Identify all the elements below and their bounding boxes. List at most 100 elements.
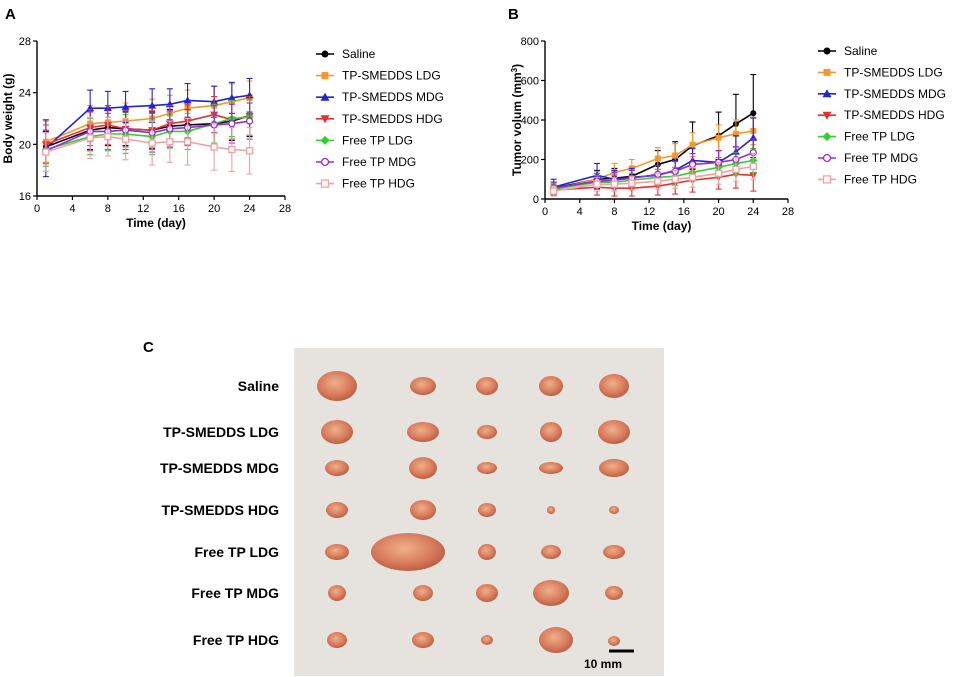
legend-marker [822,153,832,163]
body-weight-chart: 0 4 8 12 16 20 24 28 16 20 24 28 Time (day) Body weig… [1,36,444,230]
data-point [121,102,130,110]
data-point [654,177,662,185]
x-tick-label: 20 [208,203,220,215]
data-point [104,132,112,141]
tumor [478,503,496,517]
data-point [227,93,236,101]
data-point [86,134,94,142]
tumor [326,502,348,518]
data-point [714,169,723,177]
tumor [477,462,497,474]
tumor [410,500,436,520]
tumor [533,580,569,606]
x-tick-label: 4 [577,206,583,218]
series-line [553,151,754,189]
series-line [553,137,754,188]
legend-label: Free TP MDG [844,151,918,165]
tumor [598,420,630,444]
panel-label-a: A [5,6,16,23]
series-line [553,130,754,190]
data-point [42,148,50,156]
tumor [409,457,437,479]
tumor [481,635,493,645]
legend-item: TP-SMEDDS LDG [818,65,943,79]
tumor [476,377,498,395]
x-tick-label: 12 [137,203,149,215]
tumor [477,425,497,439]
data-point [671,175,679,183]
legend-marker [822,175,832,184]
y-tick-label: 600 [521,76,539,88]
y-tick-label: 200 [521,155,539,167]
x-tick-label: 16 [173,203,185,215]
legend-marker [822,132,832,142]
x-tick-label: 24 [243,203,255,215]
legend-label: Free TP LDG [342,133,413,147]
legend-marker [320,92,330,101]
y-tick-label: 800 [521,36,539,48]
data-point [148,139,156,147]
row-label: TP-SMEDDS LDG [163,424,279,440]
tumor [327,632,347,648]
legend-item: TP-SMEDDS MDG [316,90,444,104]
legend-label: TP-SMEDDS LDG [844,65,943,79]
tumor [325,460,349,476]
legend-item: Free TP MDG [818,151,918,165]
x-tick-label: 16 [678,206,690,218]
legend-label: Free TP HDG [844,172,917,186]
y-tick-label: 24 [19,88,31,100]
data-point [228,120,236,128]
legend-item: TP-SMEDDS HDG [316,112,443,126]
legend: Saline TP-SMEDDS LDG TP-SMEDDS MDG TP-SMEDD… [818,44,946,186]
y-tick-label: 0 [533,194,539,206]
tumor [547,506,555,514]
tumor [539,376,563,396]
data-point [183,138,192,146]
data-point [183,96,192,104]
series-tp-smedds-mdg [41,77,254,178]
data-point [166,138,174,146]
y-axis-label-main: Tumor volum (mm [510,72,524,176]
row-label: Free TP LDG [194,544,279,560]
tumor [609,506,619,514]
legend-marker [823,68,831,76]
legend-item: TP-SMEDDS LDG [316,69,441,83]
tumor-photo: 10 mm [294,348,664,676]
tumor [478,544,496,560]
tumor [317,371,357,401]
legend-label: Saline [844,44,878,58]
tumor [608,636,620,646]
tumor-grid [317,371,630,653]
series-line [45,94,250,149]
legend: Saline TP-SMEDDS LDG TP-SMEDDS MDG TP-SMEDD… [316,47,444,191]
data-point [732,130,739,137]
data-point [628,179,636,187]
tumor [407,422,439,442]
legend-marker [320,135,330,145]
legend-label: TP-SMEDDS MDG [844,87,946,101]
tumor [539,627,573,653]
x-tick-label: 28 [279,203,291,215]
x-tick-label: 8 [105,203,111,215]
legend-item: Free TP MDG [316,155,416,169]
legend-item: Saline [316,47,376,61]
legend-marker [822,111,832,120]
x-tick-label: 28 [782,206,794,218]
legend-item: TP-SMEDDS MDG [818,87,946,101]
series-line [45,116,250,151]
tumor [539,462,563,474]
x-tick-label: 20 [712,206,724,218]
data-point [654,155,661,162]
data-point [550,187,558,195]
data-point [228,145,236,154]
data-point [593,180,601,188]
legend-marker [321,72,329,80]
legend-marker [320,157,330,167]
tumor [371,533,445,571]
panel-label-b: B [508,6,519,23]
tumor [605,586,623,600]
series-free-tp-hdg [550,153,757,197]
data-point [732,165,740,174]
x-tick-label: 8 [611,206,617,218]
